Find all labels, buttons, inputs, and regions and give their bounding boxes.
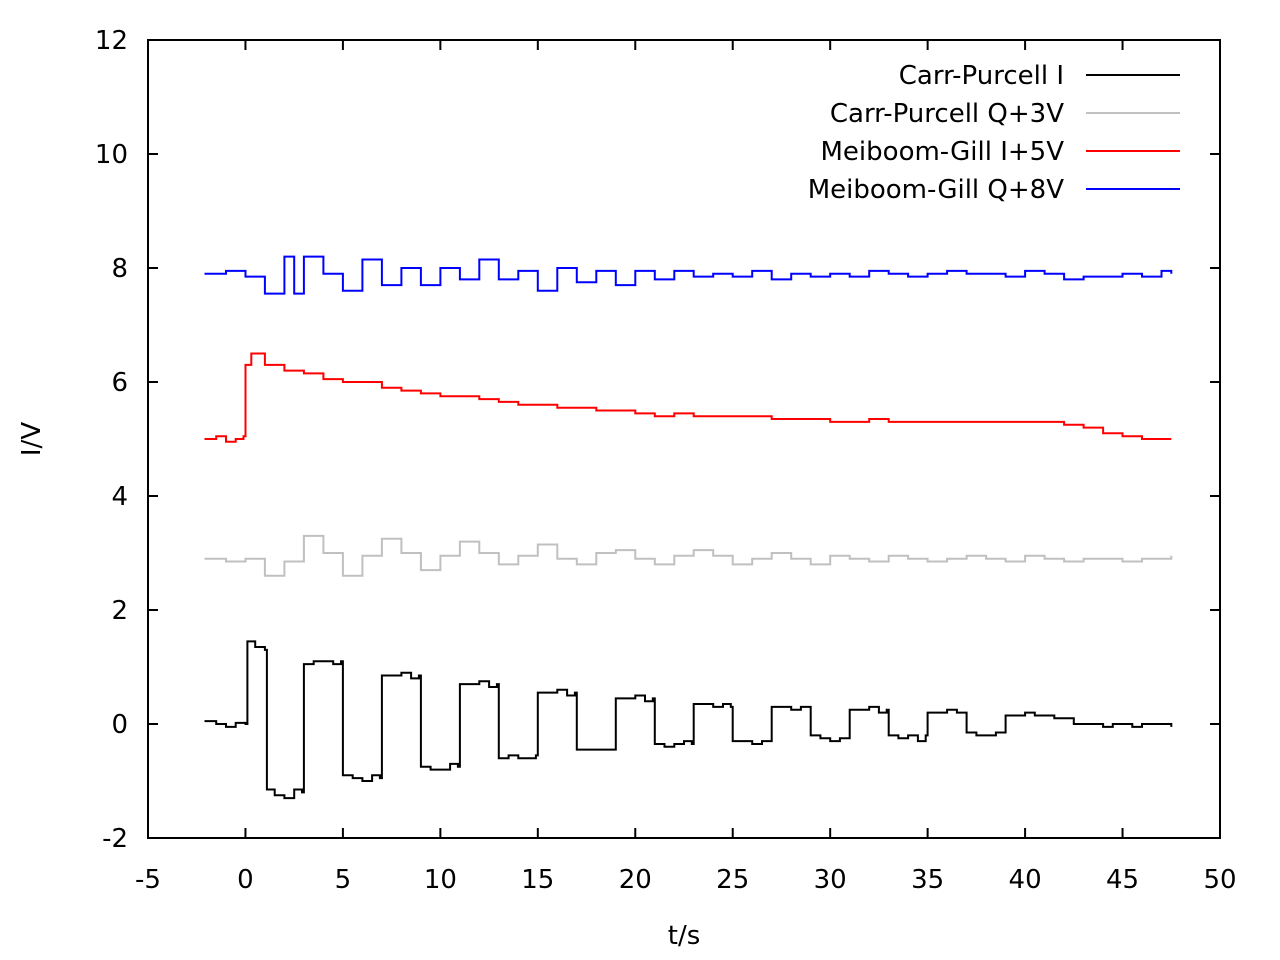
- series-line-2: [204, 534, 1173, 577]
- y-tick-label: 10: [95, 140, 128, 170]
- series-line-4: [204, 255, 1173, 295]
- y-tick-label: 8: [111, 254, 128, 284]
- y-tick-label: 4: [111, 482, 128, 512]
- series-line-3: [204, 352, 1172, 443]
- x-tick-label: 20: [619, 865, 652, 895]
- legend-label: Carr-Purcell I: [899, 61, 1064, 91]
- y-tick-label: 0: [111, 710, 128, 740]
- y-tick-label: 12: [95, 26, 128, 56]
- y-tick-label: 2: [111, 596, 128, 626]
- legend-label: Meiboom-Gill Q+8V: [808, 175, 1065, 205]
- x-tick-label: 35: [911, 865, 944, 895]
- series-layer: [204, 255, 1173, 800]
- series-line-1: [204, 640, 1173, 800]
- x-tick-label: 10: [424, 865, 457, 895]
- x-tick-label: 5: [335, 865, 352, 895]
- x-tick-label: 40: [1009, 865, 1042, 895]
- legend-label: Meiboom-Gill I+5V: [821, 137, 1065, 167]
- x-tick-label: 25: [716, 865, 749, 895]
- x-tick-label: 15: [521, 865, 554, 895]
- legend-label: Carr-Purcell Q+3V: [830, 99, 1064, 129]
- x-tick-label: 45: [1106, 865, 1139, 895]
- y-tick-label: -2: [102, 824, 128, 854]
- plot-frame: [147, 39, 1221, 839]
- x-tick-label: -5: [135, 865, 161, 895]
- x-tick-label: 50: [1203, 865, 1236, 895]
- y-tick-label: 6: [111, 368, 128, 398]
- x-tick-label: 30: [814, 865, 847, 895]
- x-tick-label: 0: [237, 865, 254, 895]
- ticks-layer: -5 0 5 10 15 20 25 30 35 40 45 50 -2 0 2 4 6 8 10 12: [95, 26, 1237, 895]
- y-axis-label: I/V: [17, 422, 47, 456]
- legend: Carr-Purcell I Carr-Purcell Q+3V Meiboom-G…: [808, 61, 1180, 205]
- x-axis-label: t/s: [668, 921, 701, 951]
